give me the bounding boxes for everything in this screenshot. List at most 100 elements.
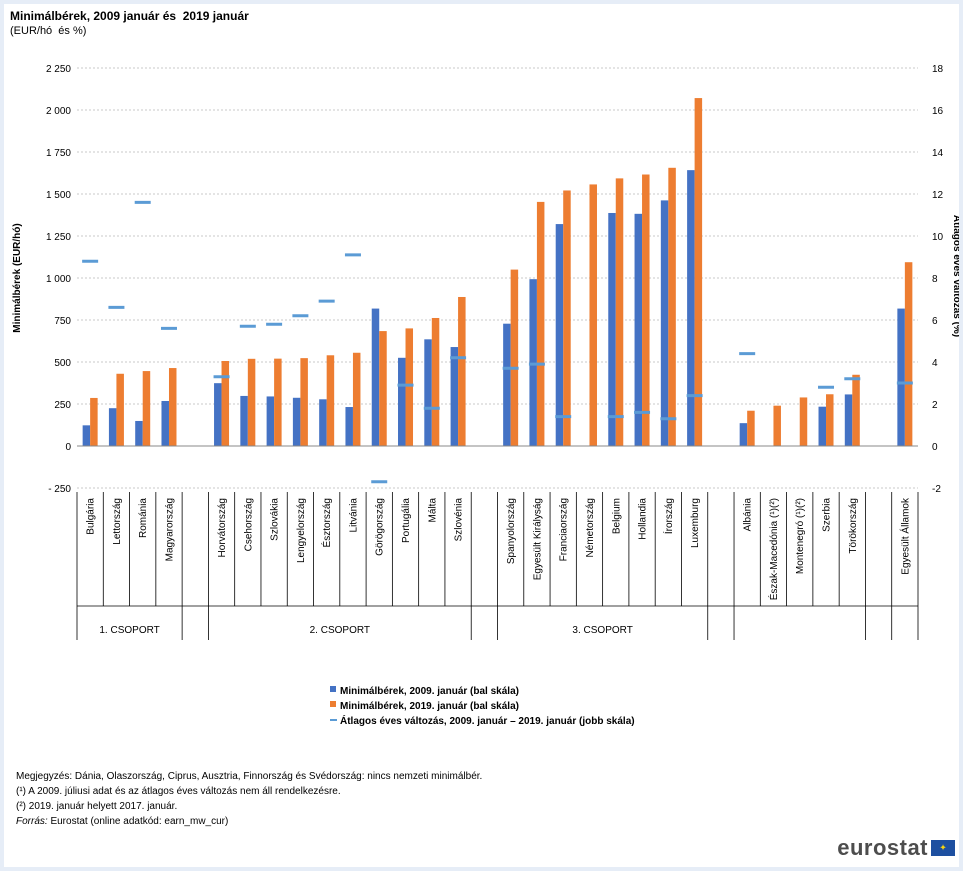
y2-tick-label: 16 <box>932 106 944 117</box>
bar-2019 <box>904 262 913 446</box>
bar-2009 <box>108 408 117 446</box>
bar-2019 <box>826 394 834 446</box>
footnotes: Megjegyzés: Dánia, Olaszország, Ciprus, … <box>16 769 482 829</box>
bar-2019 <box>142 371 151 446</box>
bar-2019 <box>799 397 808 446</box>
bar-2019 <box>247 358 256 446</box>
y-tick-label: 2 000 <box>46 106 71 117</box>
y2-tick-label: 18 <box>932 64 944 75</box>
category-label: Bulgária <box>86 498 97 535</box>
y2-axis-title: Átlagos éves változás (%) <box>951 215 959 337</box>
legend-swatch <box>330 686 336 692</box>
bar-2009 <box>739 423 748 446</box>
category-label: Lengyelország <box>296 498 307 563</box>
category-label: Egyesült Királyság <box>532 498 543 580</box>
page: Minimálbérek, 2009 január és 2019 január… <box>4 4 959 867</box>
y2-tick-label: 6 <box>932 316 938 327</box>
bar-2009 <box>503 323 511 446</box>
bar-2019 <box>379 331 387 446</box>
bar-2019 <box>168 368 177 446</box>
bar-2019 <box>536 201 545 446</box>
y2-tick-label: 2 <box>932 400 938 411</box>
chart-subtitle: (EUR/hó és %) <box>10 25 87 37</box>
category-label: Lettország <box>112 498 123 545</box>
bar-2019 <box>405 328 414 446</box>
bar-2009 <box>292 397 301 446</box>
category-label: Franciaország <box>559 498 570 561</box>
group-label: 1. CSOPORT <box>99 625 159 636</box>
y-tick-label: 500 <box>54 358 71 369</box>
bar-2019 <box>116 373 124 446</box>
category-label: Németország <box>585 498 596 557</box>
bar-2019 <box>694 98 703 447</box>
y2-tick-label: -2 <box>932 484 941 495</box>
bar-2009 <box>424 339 432 446</box>
category-label: Magyarország <box>164 498 175 561</box>
y-tick-label: 2 250 <box>46 64 71 75</box>
eu-flag-icon: ✦ <box>931 840 955 856</box>
bar-2009 <box>844 394 853 446</box>
bar-2019 <box>352 352 361 446</box>
bar-2009 <box>660 200 669 446</box>
note-general: Megjegyzés: Dánia, Olaszország, Ciprus, … <box>16 771 483 782</box>
legend-swatch <box>330 701 336 707</box>
y-tick-label: 1 250 <box>46 232 71 243</box>
bar-2009 <box>240 395 248 446</box>
bar-2019 <box>90 397 98 446</box>
y-tick-label: 1 500 <box>46 190 71 201</box>
category-label: Montenegró (¹)(²) <box>795 498 806 574</box>
chart: - 250 0 250 500 750 1 000 1 250 1 500 1 750 2 000… <box>12 64 959 727</box>
bar-2019 <box>642 174 650 446</box>
note-2: (²) 2019. január helyett 2017. január. <box>16 801 178 812</box>
bar-2019 <box>326 355 335 446</box>
category-label: Albánia <box>743 498 754 532</box>
category-label: Görögország <box>375 498 386 556</box>
bar-2009 <box>161 400 169 446</box>
category-label: Csehország <box>243 498 254 551</box>
category-label: Szerbia <box>822 498 833 532</box>
bar-2019 <box>747 410 755 446</box>
category-label: Észak-Macedónia (¹)(²) <box>767 498 780 600</box>
y-axis-title: Minimálbérek (EUR/hó) <box>12 223 23 332</box>
legend-label: Átlagos éves változás, 2009. január – 20… <box>340 714 635 727</box>
y-tick-label: 750 <box>54 316 71 327</box>
group-label: 3. CSOPORT <box>572 625 632 636</box>
bar-2009 <box>634 213 643 446</box>
bar-2009 <box>371 308 380 446</box>
y2-tick-label: 0 <box>932 442 938 453</box>
legend-label: Minimálbérek, 2019. január (bal skála) <box>340 701 519 712</box>
bar-2009 <box>266 396 275 446</box>
bar-2009 <box>608 212 616 446</box>
bar-2019 <box>458 296 466 446</box>
bar-2019 <box>431 317 440 446</box>
category-label: Szlovénia <box>454 498 465 542</box>
y2-tick-label: 14 <box>932 148 944 159</box>
bar-2019 <box>615 178 624 446</box>
bar-2009 <box>214 383 222 446</box>
source-text: Eurostat (online adatkód: earn_mw_cur) <box>47 816 229 827</box>
chart-title: Minimálbérek, 2009 január és 2019 január <box>10 9 249 23</box>
bar-2009 <box>398 357 406 446</box>
logo-text: eurostat <box>837 835 928 860</box>
bar-2009 <box>135 420 143 446</box>
bar-2019 <box>221 360 230 446</box>
bar-2019 <box>668 167 676 447</box>
category-label: Belgium <box>611 498 622 534</box>
bar-2019 <box>300 358 308 446</box>
y-tick-label: 250 <box>54 400 71 411</box>
bar-2009 <box>818 406 827 446</box>
bar-2009 <box>555 224 564 446</box>
y-tick-label: 1 750 <box>46 148 71 159</box>
category-label: Luxemburg <box>690 498 701 548</box>
legend-label: Minimálbérek, 2009. január (bal skála) <box>340 686 519 697</box>
y2-tick-label: 12 <box>932 190 944 201</box>
bar-2019 <box>510 269 519 446</box>
category-label: Hollandia <box>638 498 649 540</box>
bar-2009 <box>897 308 905 446</box>
bar-2019 <box>852 374 860 446</box>
category-label: Litvánia <box>348 498 359 533</box>
category-label: Portugália <box>401 498 412 543</box>
note-source: Forrás: Eurostat (online adatkód: earn_m… <box>16 814 482 829</box>
y2-tick-label: 10 <box>932 232 944 243</box>
source-label: Forrás: <box>16 816 48 827</box>
